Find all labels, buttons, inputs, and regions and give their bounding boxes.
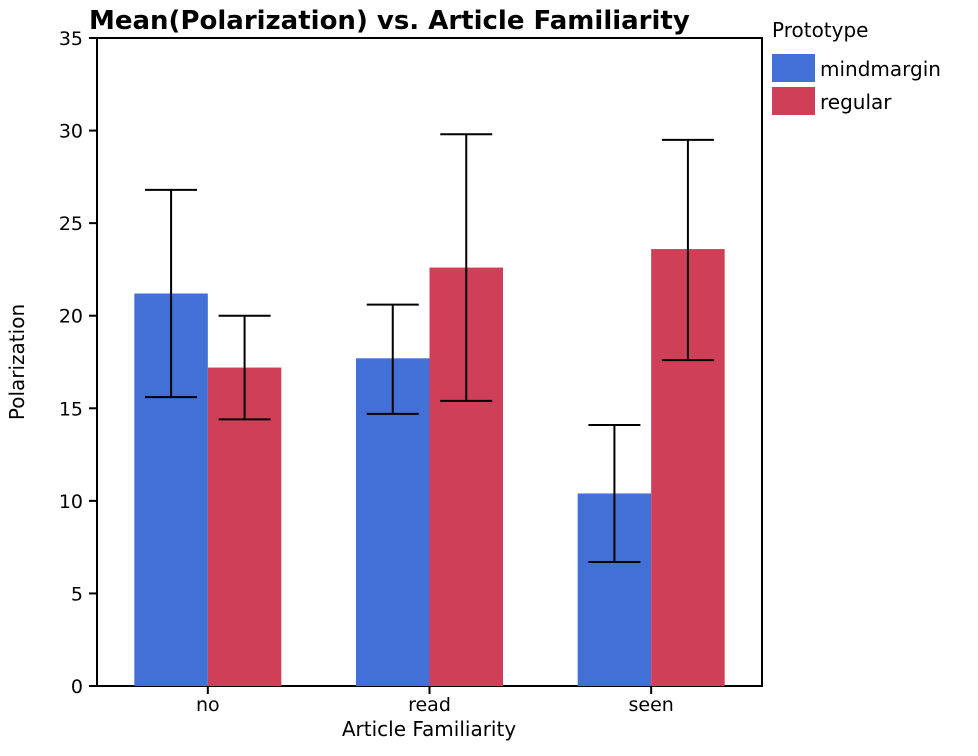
bars-group [134,249,725,686]
legend-swatch-mindmargin [772,54,815,82]
x-axis: no read seen [196,686,674,716]
y-tick-label: 0 [71,676,83,698]
bar-regular-no [207,367,282,686]
error-bar-mindmargin-no [145,188,198,399]
y-tick-label: 10 [59,491,83,513]
x-tick-label-no: no [196,694,220,716]
legend-swatch-regular [772,87,815,115]
y-tick-label: 5 [71,583,83,605]
legend: Prototype mindmargin regular [772,18,941,115]
legend-title: Prototype [772,18,868,42]
error-bar-mindmargin-read [366,303,419,415]
error-bar-regular-seen [661,138,714,362]
legend-label-mindmargin: mindmargin [820,57,941,81]
legend-label-regular: regular [820,90,892,114]
x-tick-label-seen: seen [629,694,674,716]
x-axis-label: Article Familiarity [342,717,516,741]
error-bars-group [145,133,714,563]
chart-title: Mean(Polarization) vs. Article Familiari… [89,6,690,36]
y-tick-label: 15 [59,398,83,420]
y-tick-label: 35 [59,28,83,50]
y-tick-label: 30 [59,121,83,143]
error-bar-mindmargin-seen [588,423,641,563]
x-tick-label-read: read [408,694,451,716]
error-bar-regular-read [440,133,493,402]
y-axis-label: Polarization [5,304,29,420]
y-tick-label: 25 [59,213,83,235]
error-bar-regular-no [218,314,271,421]
y-tick-label: 20 [59,306,83,328]
y-axis: 0 5 10 15 20 25 30 35 [59,28,97,698]
